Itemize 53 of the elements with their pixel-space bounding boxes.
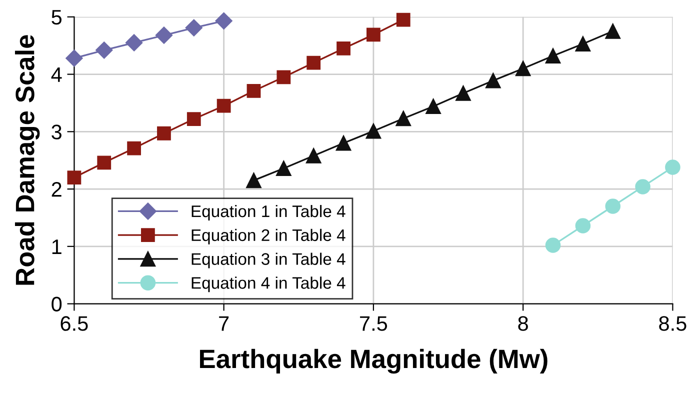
point	[97, 156, 112, 170]
point	[336, 135, 352, 151]
point	[605, 24, 620, 39]
point	[276, 160, 292, 176]
point	[126, 34, 143, 52]
point	[246, 84, 261, 98]
point	[157, 126, 171, 140]
legend-label: Equation 4 in Table 4	[192, 276, 346, 292]
x-tick-label: 7.5	[360, 316, 388, 331]
point	[396, 12, 410, 27]
point	[276, 70, 291, 84]
point	[545, 48, 561, 64]
point	[216, 98, 231, 113]
x-tick-label: 7	[219, 316, 229, 331]
point	[396, 110, 412, 126]
y-axis-title: Road Damage Scale	[14, 35, 40, 285]
point	[605, 198, 620, 214]
point	[426, 98, 441, 114]
point	[67, 170, 82, 184]
point	[306, 56, 321, 70]
x-tick-label: 8.5	[659, 316, 686, 331]
point	[665, 160, 680, 175]
y-tick-label: 3	[52, 124, 62, 140]
point	[515, 60, 531, 76]
y-tick-label: 5	[52, 10, 62, 25]
point	[486, 72, 501, 88]
point	[456, 86, 471, 101]
point	[66, 50, 83, 67]
point	[366, 28, 380, 42]
point	[215, 12, 232, 30]
point	[635, 179, 650, 194]
point	[336, 42, 350, 56]
legend-label: Equation 2 in Table 4	[192, 228, 346, 244]
point	[96, 42, 113, 59]
x-tick-label: 8	[518, 316, 528, 331]
point	[155, 26, 173, 44]
y-tick-label: 1	[52, 240, 62, 254]
point	[185, 19, 202, 36]
point	[127, 141, 141, 156]
x-tick-label: 6.5	[60, 316, 88, 331]
legend-label: Equation 1 in Table 4	[192, 204, 346, 221]
y-tick-label: 0	[52, 296, 62, 312]
point	[575, 218, 591, 234]
point	[575, 36, 591, 52]
y-tick-label: 2	[52, 182, 62, 197]
y-tick-label: 4	[51, 67, 62, 82]
point	[366, 123, 382, 139]
x-axis-title: Earthquake Magnitude (Mw)	[200, 348, 548, 374]
legend-label: Equation 3 in Table 4	[192, 252, 346, 268]
point	[545, 238, 561, 253]
point	[306, 148, 322, 164]
point	[186, 112, 201, 126]
point	[246, 172, 262, 188]
